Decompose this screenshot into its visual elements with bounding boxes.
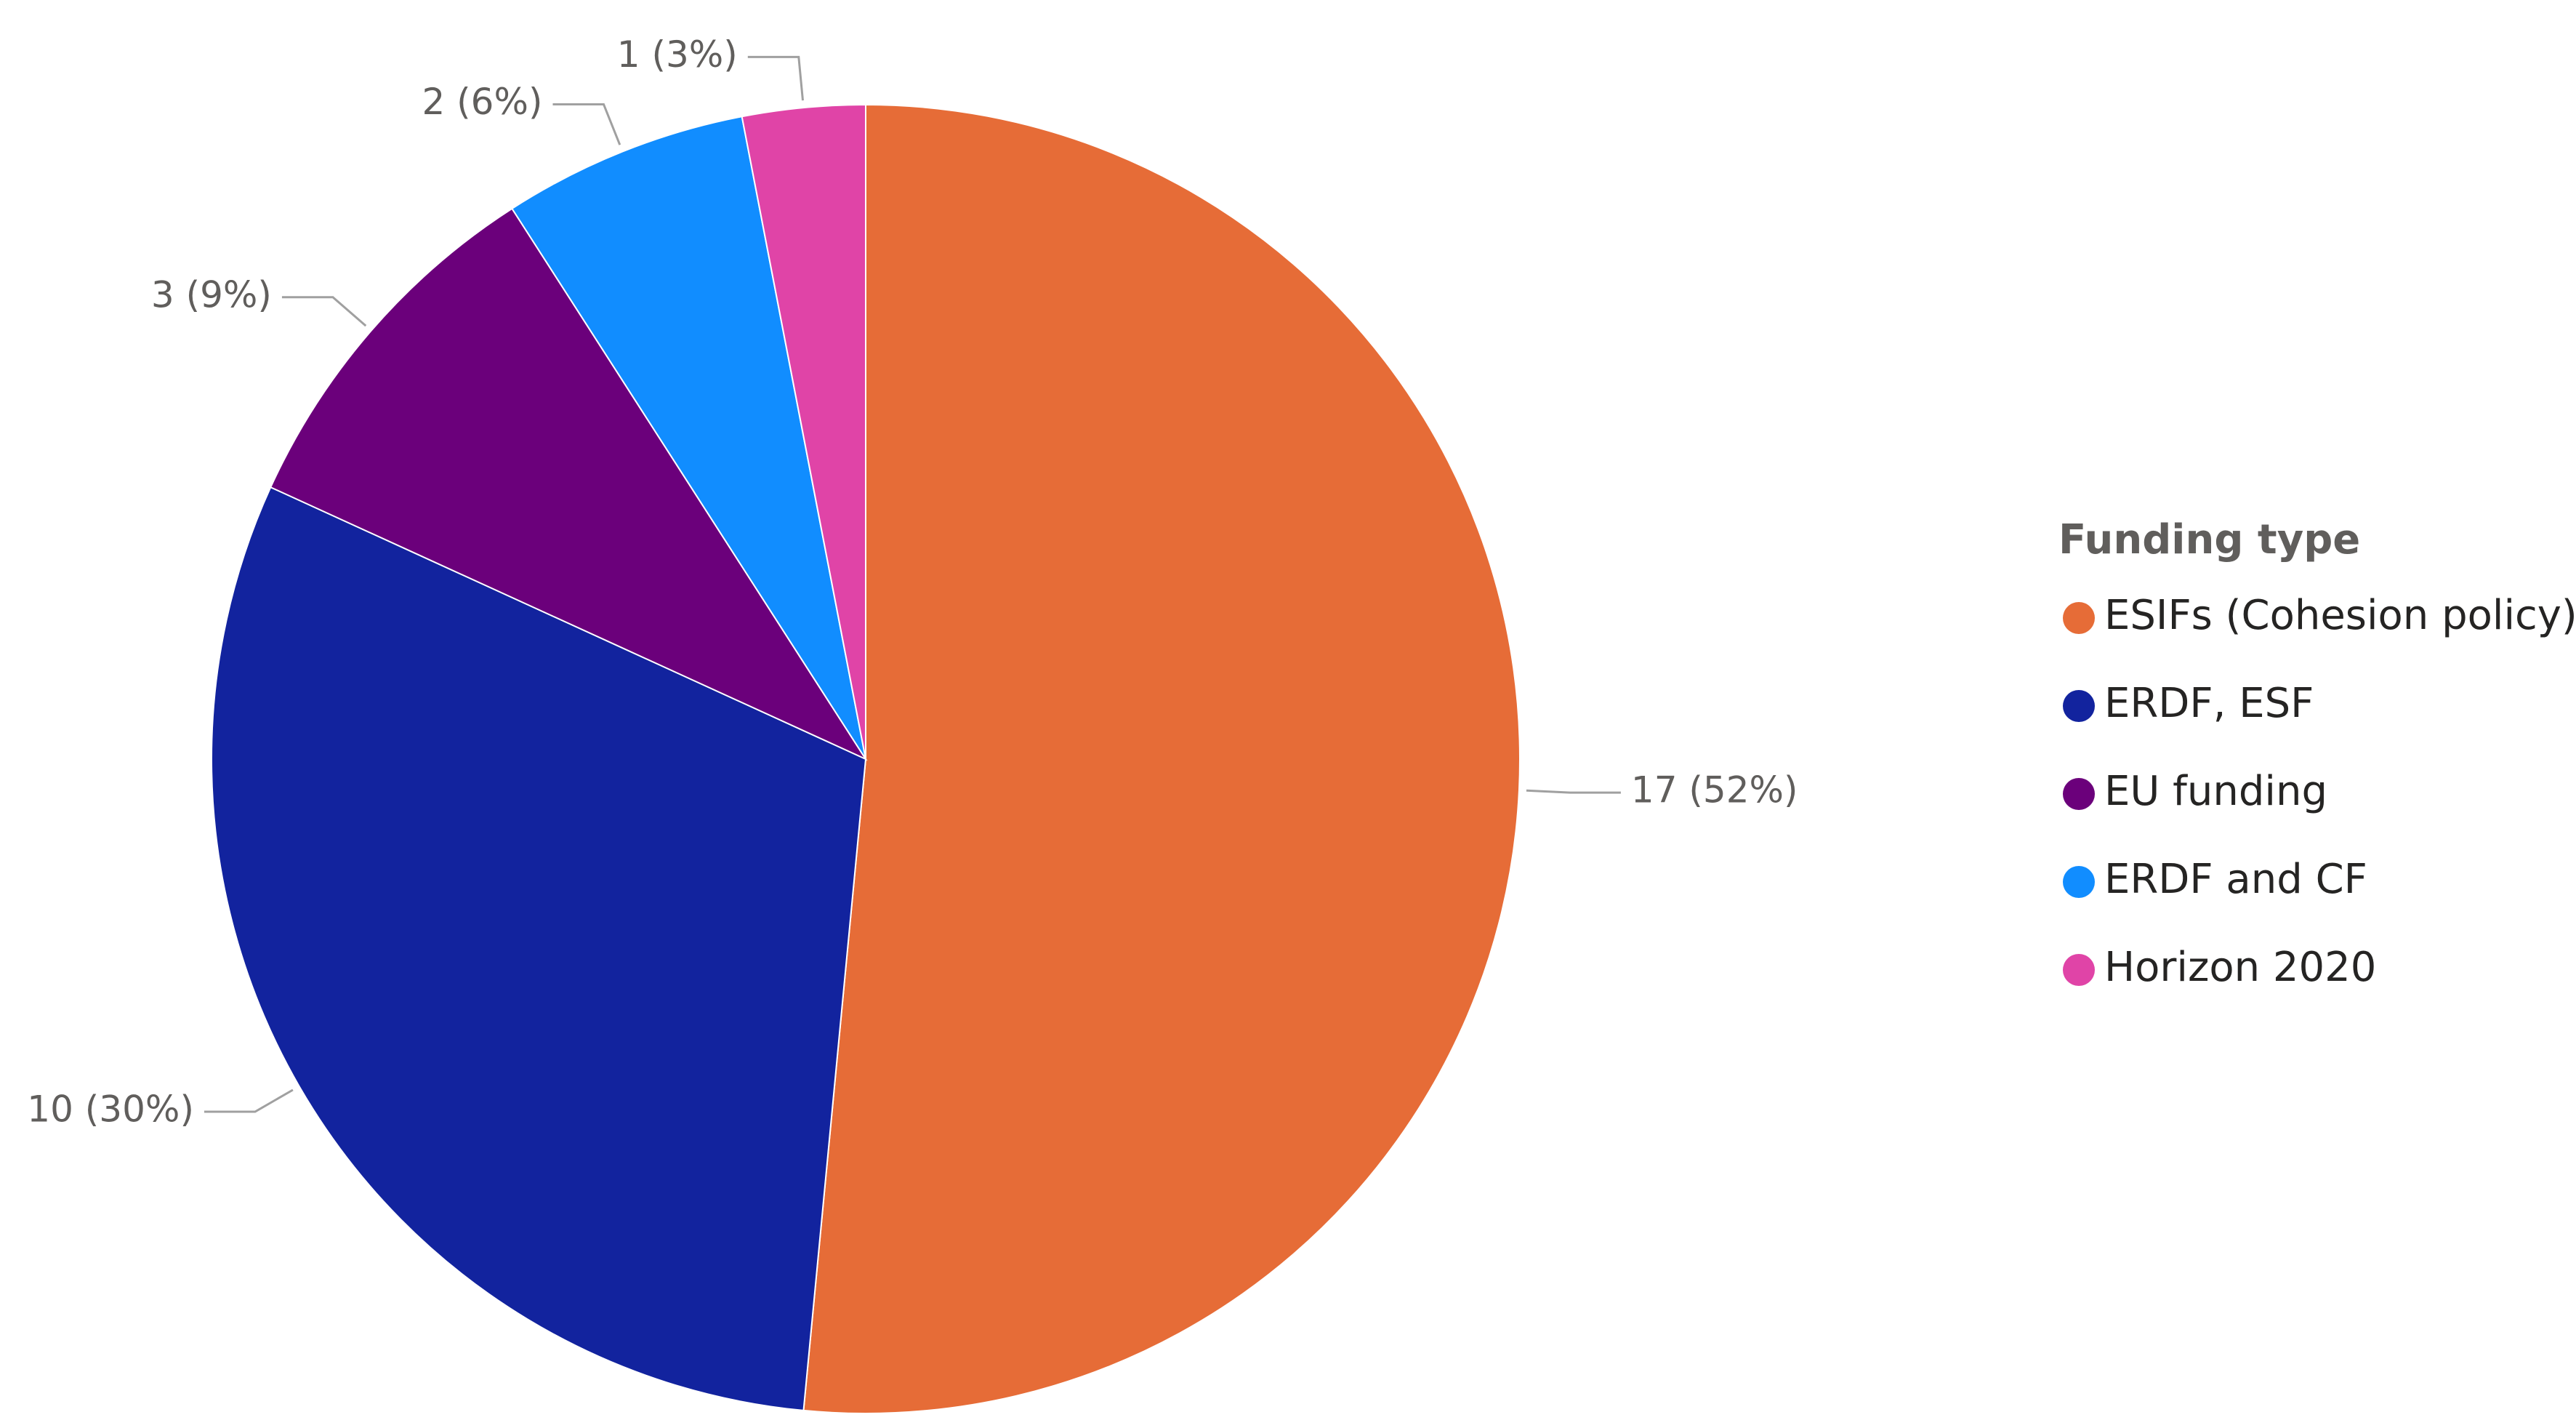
legend-label: ERDF, ESF bbox=[2104, 680, 2314, 727]
leader-line bbox=[747, 55, 804, 101]
legend-label: ERDF and CF bbox=[2104, 856, 2367, 903]
leader-line bbox=[1526, 789, 1621, 794]
data-label: 2 (6%) bbox=[422, 81, 542, 123]
data-label: 1 (3%) bbox=[617, 33, 738, 76]
legend-label: EU funding bbox=[2104, 768, 2327, 815]
leader-line bbox=[281, 296, 367, 327]
pie-slice bbox=[802, 103, 1521, 1414]
pie-slice bbox=[211, 486, 867, 1412]
data-label: 17 (52%) bbox=[1631, 769, 1798, 811]
data-label: 10 (30%) bbox=[27, 1088, 194, 1131]
leader-line bbox=[204, 1088, 294, 1113]
pie-slice bbox=[270, 207, 868, 761]
legend-marker bbox=[2063, 690, 2095, 722]
data-label: 3 (9%) bbox=[151, 273, 272, 316]
legend-title: Funding type bbox=[2058, 516, 2360, 563]
leader-line bbox=[552, 103, 621, 145]
legend-label: ESIFs (Cohesion policy) bbox=[2104, 592, 2576, 639]
pie-slice bbox=[741, 103, 866, 760]
legend-marker bbox=[2063, 954, 2095, 986]
pie-slice bbox=[511, 116, 866, 760]
legend-marker bbox=[2063, 866, 2095, 898]
legend-label: Horizon 2020 bbox=[2104, 944, 2376, 991]
legend-marker bbox=[2063, 602, 2095, 634]
legend-marker bbox=[2063, 778, 2095, 810]
